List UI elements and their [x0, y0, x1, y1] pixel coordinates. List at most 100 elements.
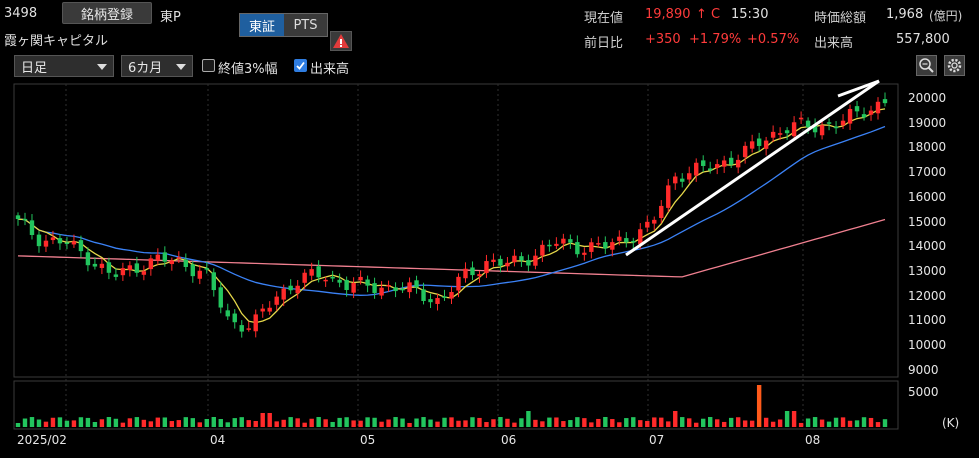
- volume-bar: [162, 417, 168, 427]
- volume-bar: [798, 422, 804, 427]
- volume-bar: [379, 421, 384, 427]
- volume-bar: [680, 417, 685, 427]
- volume-bar: [505, 418, 510, 427]
- volume-bar: [155, 417, 161, 427]
- warning-icon: [333, 34, 349, 48]
- price-axis-tick: 14000: [908, 239, 947, 254]
- tab-pts[interactable]: PTS: [284, 14, 327, 36]
- x-tick-may: 05: [360, 433, 376, 447]
- volume-bar: [868, 417, 874, 427]
- register-button[interactable]: 銘柄登録: [62, 2, 152, 24]
- candle-body: [701, 160, 706, 166]
- volume-bar: [414, 418, 419, 427]
- volume-bar: [742, 420, 748, 427]
- current-price: 19,890: [645, 7, 691, 22]
- volume-checkbox[interactable]: [294, 59, 307, 72]
- volume-bar: [554, 417, 559, 427]
- volume-bar: [624, 418, 629, 427]
- volume-bar: [78, 417, 84, 427]
- check-icon: [296, 61, 305, 70]
- volume-bar: [386, 419, 391, 427]
- candle-body: [666, 185, 671, 208]
- volume-bar: [721, 421, 727, 427]
- price-axis-tick: 18000: [908, 140, 947, 155]
- candle-body: [50, 237, 56, 241]
- volume-bar: [875, 422, 881, 427]
- volume-bar: [645, 420, 650, 427]
- price-axis-tick: 9000: [908, 362, 939, 377]
- candle-body: [498, 258, 503, 266]
- volume-bar: [687, 418, 692, 427]
- candle-body: [197, 270, 202, 279]
- candle-body: [141, 271, 147, 275]
- volume-bar: [372, 417, 377, 427]
- candle-body: [470, 267, 475, 276]
- candle-body: [421, 289, 426, 302]
- volume-bar: [561, 421, 566, 427]
- volume-bar: [351, 420, 356, 427]
- candle-body: [505, 262, 510, 267]
- candle-body: [155, 254, 161, 261]
- candle-body: [106, 262, 112, 273]
- candle-body: [624, 238, 629, 243]
- close3-label: 終値3%幅: [218, 62, 278, 77]
- volume-bar: [763, 417, 769, 427]
- volume-bar: [239, 417, 244, 427]
- candle-body: [295, 285, 300, 294]
- volume-bar: [568, 420, 573, 427]
- volume-bar: [274, 421, 279, 427]
- candle-body: [568, 239, 573, 243]
- close3-checkbox[interactable]: [202, 59, 215, 72]
- volume-bar: [15, 423, 21, 427]
- x-tick-aug: 08: [805, 433, 821, 447]
- volume-bar: [540, 421, 545, 427]
- volume-bar: [456, 420, 461, 427]
- volume-bar: [498, 417, 503, 427]
- candle-body: [631, 240, 636, 243]
- volume-bar: [211, 417, 216, 427]
- price-axis-tick: 20000: [908, 91, 947, 105]
- change-pct: +1.79%: [689, 32, 742, 47]
- candle-body: [386, 285, 391, 287]
- candle-body: [519, 256, 524, 261]
- market-cap-unit: (億円): [929, 9, 963, 23]
- volume-bar: [106, 417, 112, 427]
- candle-body: [337, 279, 342, 283]
- zoom-button[interactable]: [916, 55, 937, 76]
- settings-button[interactable]: [944, 55, 965, 76]
- candle-body: [330, 276, 335, 279]
- volume-bar: [840, 417, 846, 427]
- candle-body: [777, 133, 783, 135]
- candle-body: [379, 287, 384, 296]
- alert-button[interactable]: [330, 31, 352, 51]
- candle-body: [547, 244, 552, 247]
- volume-bar: [610, 419, 615, 427]
- volume-bar: [519, 418, 524, 427]
- price-axis-tick: 13000: [908, 263, 947, 278]
- candle-body: [344, 279, 349, 291]
- volume-bar: [589, 422, 594, 427]
- tab-tse[interactable]: 東証: [240, 14, 284, 36]
- trend-line: [625, 79, 880, 257]
- volume-bar: [826, 421, 832, 427]
- candle-body: [211, 272, 216, 291]
- volume-bar: [728, 417, 734, 427]
- candle-body: [435, 298, 440, 304]
- candle-body: [526, 260, 531, 266]
- volume-bar: [784, 411, 790, 427]
- volume-bar: [652, 417, 657, 427]
- interval-select[interactable]: 日足: [14, 55, 114, 77]
- volume-bar: [141, 419, 147, 427]
- period-select[interactable]: 6カ月: [121, 55, 193, 77]
- candle-body: [428, 299, 433, 303]
- candle-body: [477, 274, 482, 277]
- candle-body: [407, 282, 412, 293]
- candle-body: [589, 242, 594, 252]
- candle-body: [554, 243, 559, 246]
- volume-bar: [812, 417, 818, 427]
- volume-bar: [288, 417, 293, 427]
- price-axis-tick: 11000: [908, 313, 947, 328]
- volume-bar: [169, 421, 175, 427]
- volume-bar: [854, 420, 860, 427]
